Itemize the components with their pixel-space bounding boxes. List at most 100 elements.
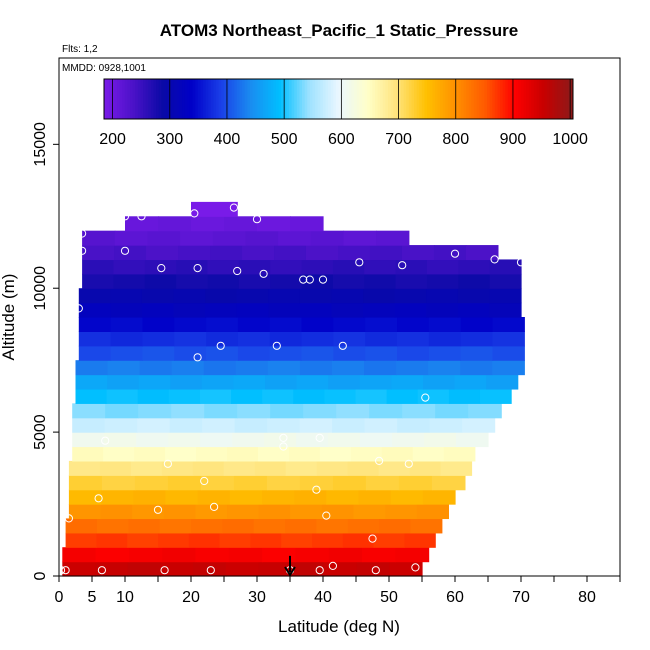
heatmap-cell — [373, 532, 405, 548]
heatmap-cell — [72, 417, 106, 433]
colorbar-cell — [239, 79, 243, 119]
heatmap-cell — [82, 245, 115, 261]
heatmap-cell — [229, 489, 263, 505]
heatmap-cell — [75, 360, 109, 376]
heatmap-cell — [337, 245, 371, 261]
heatmap-cell — [142, 331, 175, 347]
colorbar-cell — [518, 79, 522, 119]
colorbar-cell — [427, 79, 431, 119]
colorbar-cell — [408, 79, 412, 119]
heatmap-cell — [489, 273, 522, 289]
colorbar-cell — [414, 79, 418, 119]
colorbar-cell — [208, 79, 212, 119]
heatmap-cell — [281, 532, 313, 548]
heatmap-cell — [235, 360, 269, 376]
heatmap-cell — [242, 245, 275, 261]
heatmap-cell — [301, 273, 334, 289]
heatmap-cell — [402, 403, 436, 419]
y-tick-label: 0 — [32, 571, 49, 580]
colorbar-cell — [424, 79, 428, 119]
heatmap-cell — [195, 504, 228, 520]
sample-point — [355, 258, 364, 267]
sample-point — [315, 433, 324, 442]
colorbar-cell — [401, 79, 405, 119]
heatmap-cell — [82, 230, 116, 246]
heatmap-cell — [258, 446, 290, 462]
heatmap-cell — [101, 489, 134, 505]
heatmap-cell — [392, 432, 425, 448]
colorbar-cell — [197, 79, 201, 119]
heatmap-cell — [237, 331, 271, 347]
heatmap-cell — [99, 460, 132, 476]
colorbar-cell — [380, 79, 384, 119]
heatmap-cell — [95, 547, 130, 563]
heatmap-cell — [290, 504, 323, 520]
colorbar-cell — [119, 79, 123, 119]
heatmap-cell — [266, 475, 301, 491]
colorbar-cell — [390, 79, 394, 119]
colorbar-cell — [432, 79, 436, 119]
heatmap-cell — [144, 259, 177, 275]
heatmap-cell — [68, 489, 102, 505]
sample-point — [312, 485, 321, 494]
heatmap-cell — [395, 547, 430, 563]
heatmap-cell — [458, 259, 491, 275]
heatmap-cell — [199, 388, 232, 404]
colorbar-cell — [528, 79, 532, 119]
heatmap-cell — [288, 446, 321, 462]
colorbar-cell — [223, 79, 227, 119]
sample-point — [210, 502, 219, 511]
heatmap-cell — [492, 331, 525, 347]
heatmap-cell — [426, 288, 459, 304]
colorbar-cell — [302, 79, 306, 119]
colorbar-cell — [445, 79, 449, 119]
plot-area — [56, 57, 621, 577]
colorbar-cell — [549, 79, 553, 119]
colorbar-cell — [281, 79, 285, 119]
heatmap-cell — [333, 345, 366, 361]
colorbar-frame — [103, 78, 574, 120]
colorbar-tick-label: 600 — [328, 131, 355, 148]
colorbar-cell — [531, 79, 535, 119]
heatmap-cell — [233, 475, 268, 491]
heatmap-cell — [188, 532, 221, 548]
sample-point — [398, 261, 407, 270]
heatmap-cell — [159, 518, 192, 534]
chart-title: ATOM3 Northeast_Pacific_1 Static_Pressur… — [160, 21, 518, 40]
y-tick-label: 5000 — [32, 414, 49, 450]
heatmap-cell — [174, 331, 207, 347]
colorbar-cell — [541, 79, 545, 119]
heatmap-cell — [78, 317, 112, 332]
position-arrow — [284, 555, 296, 577]
heatmap-cell — [299, 475, 334, 491]
heatmap-cell — [457, 288, 491, 304]
heatmap-cell — [479, 388, 512, 404]
heatmap-cell — [173, 302, 206, 318]
heatmap-cell — [332, 259, 365, 275]
x-tick-label: 50 — [380, 589, 398, 606]
sample-point — [272, 341, 281, 350]
colorbar-tick-label: 700 — [385, 131, 412, 148]
colorbar-cell — [242, 79, 246, 119]
colorbar-cell — [471, 79, 475, 119]
colorbar-cell — [536, 79, 540, 119]
colorbar-cell — [270, 79, 274, 119]
x-tick-label: 10 — [116, 589, 134, 606]
heatmap-cell — [237, 345, 271, 361]
colorbar-cell — [117, 79, 121, 119]
colorbar-cell — [374, 79, 379, 119]
heatmap-cell — [278, 230, 312, 246]
heatmap-cell — [136, 432, 169, 448]
heatmap-cell — [353, 504, 386, 520]
heatmap-cell — [397, 345, 430, 361]
colorbar-cell — [221, 79, 225, 119]
heatmap-cell — [191, 216, 225, 232]
sample-point — [252, 215, 262, 224]
heatmap-cell — [265, 374, 298, 390]
sample-point — [516, 258, 526, 267]
heatmap-cell — [253, 518, 286, 534]
heatmap-cell — [412, 446, 445, 462]
colorbar-cell — [348, 79, 353, 119]
heatmap-bands — [62, 201, 525, 577]
heatmap-cell — [261, 489, 295, 505]
